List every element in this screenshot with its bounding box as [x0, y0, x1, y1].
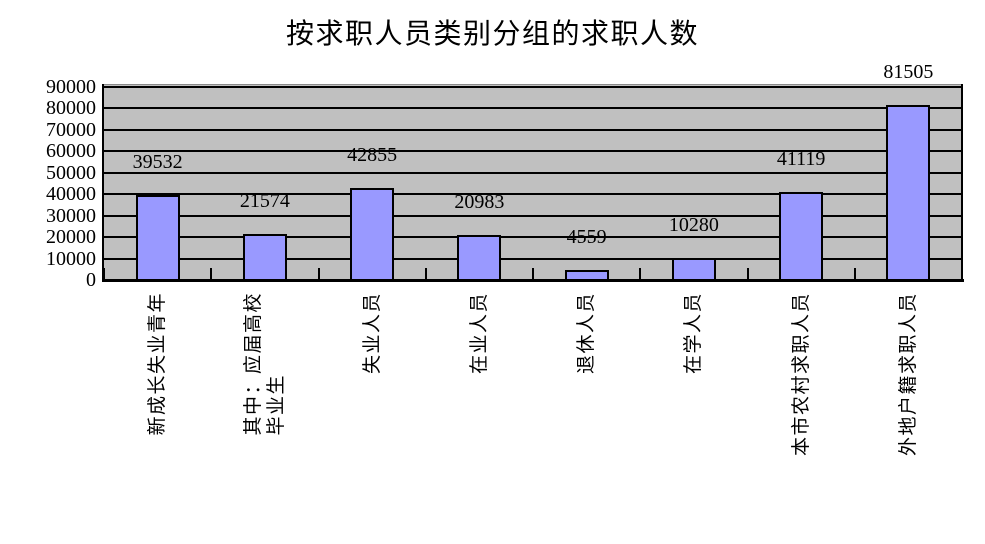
y-axis-label: 80000	[46, 97, 96, 120]
x-axis-tick	[103, 268, 105, 280]
y-axis-label: 10000	[46, 247, 96, 270]
category-label: 退休人员	[576, 292, 598, 375]
bar-value-label: 10280	[668, 213, 719, 236]
y-axis-label: 50000	[46, 161, 96, 184]
bar	[886, 105, 931, 281]
category-label: 外地户籍求职人员	[897, 292, 919, 457]
bar-value-label: 4559	[566, 226, 607, 249]
y-gridline	[104, 107, 962, 110]
bar-value-label: 39532	[132, 151, 183, 174]
bar	[671, 257, 716, 281]
category-label: 本市农村求职人员	[790, 292, 812, 457]
bar-value-label: 81505	[883, 61, 934, 84]
y-axis-label: 40000	[46, 183, 96, 206]
x-axis-tick	[746, 268, 749, 280]
x-axis-tick	[424, 268, 427, 280]
y-gridline	[104, 86, 962, 88]
bar-value-label: 42855	[347, 144, 398, 167]
bar-value-label: 20983	[454, 191, 505, 213]
bar	[242, 233, 287, 281]
y-axis-label: 70000	[46, 118, 96, 141]
y-axis-label: 0	[86, 269, 96, 291]
chart-title: 按求职人员类别分组的求职人数	[285, 19, 699, 50]
bar	[564, 270, 609, 281]
y-axis-label: 90000	[46, 76, 96, 98]
category-label: 新成长失业青年	[147, 292, 169, 436]
x-axis-tick	[853, 268, 856, 280]
category-label: 在业人员	[468, 292, 490, 375]
bar	[350, 188, 395, 281]
y-axis-label: 20000	[46, 226, 96, 249]
category-label: 失业人员	[361, 292, 383, 375]
bar	[779, 191, 824, 281]
x-axis-tick	[532, 268, 534, 280]
category-label: 在学人员	[683, 292, 705, 375]
y-gridline	[104, 128, 962, 131]
x-axis-tick	[639, 268, 642, 280]
x-axis-tick	[317, 268, 320, 280]
y-gridline	[104, 257, 962, 260]
y-gridline	[104, 171, 962, 174]
plot-right-border	[961, 84, 963, 281]
bar	[135, 195, 180, 281]
y-gridline	[104, 193, 962, 196]
x-axis-line	[102, 279, 964, 282]
plot-left-border	[102, 84, 104, 281]
x-axis-tick	[210, 268, 213, 280]
bar-value-label: 21574	[239, 189, 290, 212]
bar-value-label: 41119	[776, 147, 826, 170]
y-gridline	[104, 214, 962, 217]
y-gridline	[104, 236, 962, 239]
y-gridline	[104, 150, 962, 153]
category-label: 其中：应届高校 毕业生	[242, 292, 287, 436]
y-axis-label: 60000	[46, 140, 96, 163]
bar	[457, 235, 502, 281]
plot-area-background	[104, 84, 962, 282]
y-axis-label: 30000	[46, 204, 96, 227]
